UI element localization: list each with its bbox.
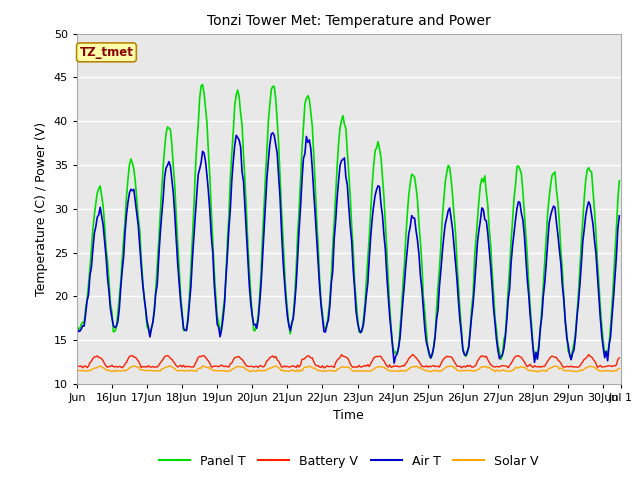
Legend: Panel T, Battery V, Air T, Solar V: Panel T, Battery V, Air T, Solar V <box>154 450 544 473</box>
X-axis label: Time: Time <box>333 408 364 421</box>
Y-axis label: Temperature (C) / Power (V): Temperature (C) / Power (V) <box>35 122 48 296</box>
Air T <box>73 324 81 330</box>
Air T <box>616 213 623 219</box>
Line: Solar V: Solar V <box>77 366 620 372</box>
Air T <box>607 334 614 339</box>
Solar V <box>616 366 623 372</box>
Air T <box>256 301 264 307</box>
Battery V <box>162 353 170 359</box>
Panel T <box>257 269 265 275</box>
Panel T <box>162 131 170 137</box>
Solar V <box>162 364 170 370</box>
Battery V <box>73 364 81 370</box>
Battery V <box>472 362 480 368</box>
Solar V <box>166 363 174 369</box>
Panel T <box>73 322 81 327</box>
Panel T <box>472 235 480 241</box>
Text: TZ_tmet: TZ_tmet <box>79 46 133 59</box>
Battery V <box>607 363 614 369</box>
Battery V <box>141 364 149 370</box>
Panel T <box>199 82 207 87</box>
Air T <box>269 130 276 136</box>
Panel T <box>607 324 614 329</box>
Air T <box>474 239 481 245</box>
Air T <box>351 286 358 292</box>
Battery V <box>256 363 264 369</box>
Panel T <box>351 279 358 285</box>
Battery V <box>351 364 358 370</box>
Panel T <box>616 178 623 184</box>
Battery V <box>585 351 593 357</box>
Solar V <box>73 368 81 374</box>
Solar V <box>141 368 149 373</box>
Battery V <box>616 355 623 360</box>
Line: Panel T: Panel T <box>77 84 620 360</box>
Battery V <box>320 365 328 371</box>
Line: Air T: Air T <box>77 133 620 363</box>
Air T <box>390 360 398 366</box>
Solar V <box>534 369 541 375</box>
Air T <box>141 306 149 312</box>
Solar V <box>607 368 614 374</box>
Solar V <box>257 368 265 373</box>
Solar V <box>351 368 358 374</box>
Panel T <box>141 306 149 312</box>
Air T <box>162 165 170 171</box>
Line: Battery V: Battery V <box>77 354 620 368</box>
Panel T <box>567 357 575 362</box>
Title: Tonzi Tower Met: Temperature and Power: Tonzi Tower Met: Temperature and Power <box>207 14 491 28</box>
Solar V <box>472 368 480 373</box>
